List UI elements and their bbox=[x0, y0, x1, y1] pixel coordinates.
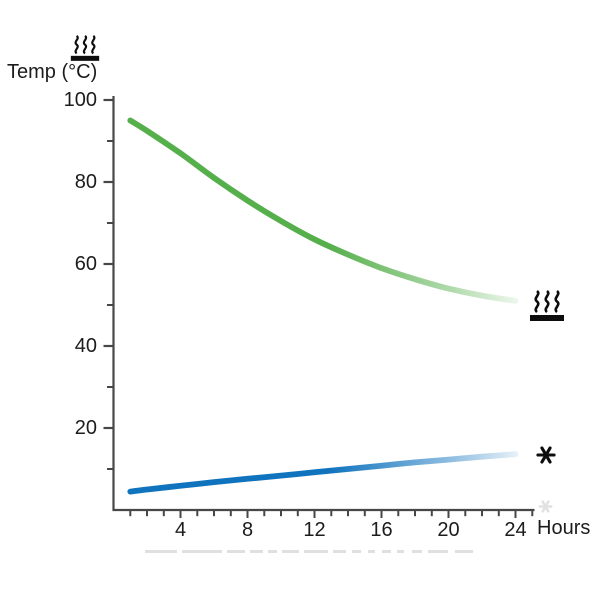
cropped-text-dash bbox=[428, 550, 448, 553]
hot-surface-icon bbox=[529, 289, 565, 321]
x-tick-label: 20 bbox=[437, 519, 460, 541]
y-tick-label: 100 bbox=[63, 89, 97, 111]
snowflake-line bbox=[127, 451, 519, 495]
y-tick-label: 60 bbox=[74, 253, 97, 275]
x-tick-label: 16 bbox=[370, 519, 393, 541]
hot-surface-icon bbox=[70, 34, 100, 61]
cropped-text-dash bbox=[268, 550, 277, 553]
cropped-text-dash bbox=[333, 550, 346, 553]
cropped-text-dash bbox=[397, 550, 404, 553]
y-tick-label: 80 bbox=[74, 171, 97, 193]
cropped-text-dash bbox=[304, 550, 328, 553]
snowflake-icon bbox=[535, 444, 557, 466]
x-tick-label: 24 bbox=[504, 519, 527, 541]
x-tick-label: 4 bbox=[174, 519, 187, 541]
faint-snowflake-icon bbox=[536, 497, 555, 516]
y-axis-label: Temp (°C) bbox=[7, 61, 98, 83]
x-tick-label: 12 bbox=[303, 519, 326, 541]
x-tick-label: 8 bbox=[241, 519, 254, 541]
cropped-text-dash bbox=[227, 550, 245, 553]
x-axis-label: Hours bbox=[537, 517, 591, 539]
cropped-text-dash bbox=[352, 550, 361, 553]
cropped-text-dash bbox=[182, 550, 222, 553]
cropped-text-dash bbox=[145, 550, 177, 553]
cropped-text-dash bbox=[455, 550, 473, 553]
cropped-text-dash bbox=[412, 550, 422, 553]
cropped-text-dash bbox=[382, 550, 391, 553]
y-tick-label: 20 bbox=[74, 417, 97, 439]
y-tick-label: 40 bbox=[74, 335, 97, 357]
hot-surface-line bbox=[127, 117, 519, 304]
axes bbox=[112, 96, 535, 512]
cropped-text-dash bbox=[250, 550, 263, 553]
cropped-text-dash bbox=[368, 550, 375, 553]
cropped-text-dash bbox=[282, 550, 299, 553]
